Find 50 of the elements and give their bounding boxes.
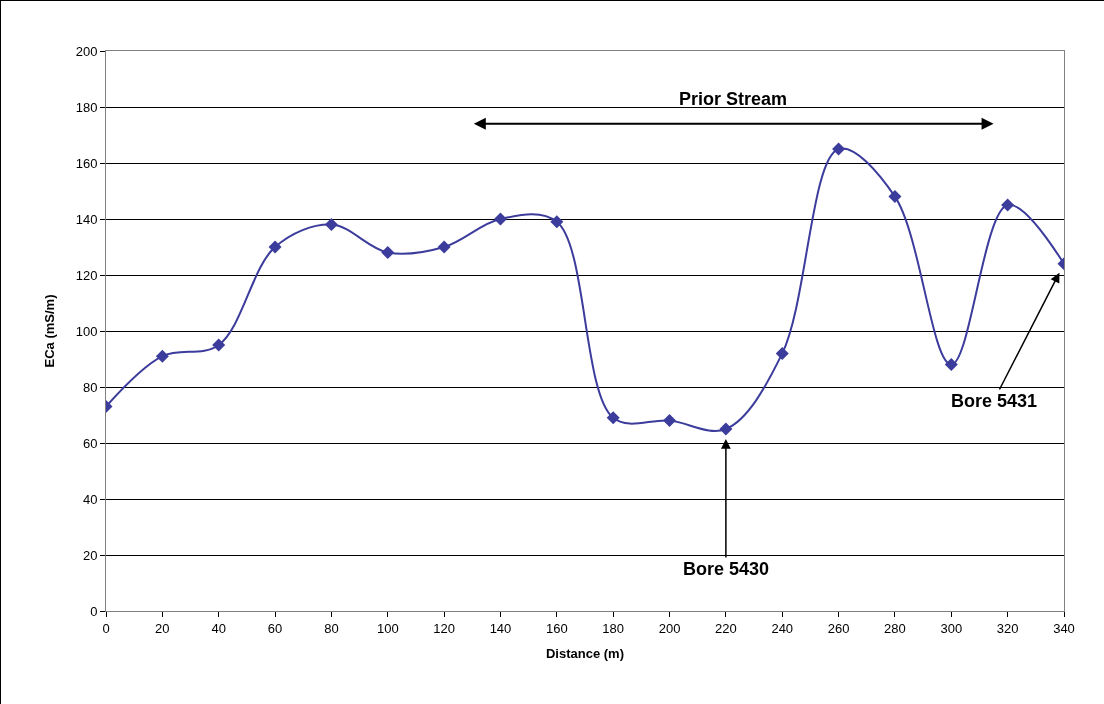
point bbox=[268, 240, 282, 254]
x-tick-label: 100 bbox=[376, 620, 399, 636]
point bbox=[888, 190, 902, 204]
x-tick-label: 20 bbox=[155, 620, 170, 636]
y-tick-label: 40 bbox=[82, 491, 98, 507]
x-tick-label: 120 bbox=[433, 620, 455, 636]
x-tick-label: 0 bbox=[102, 620, 110, 636]
y-tick-label: 180 bbox=[75, 99, 98, 115]
x-tick-label: 40 bbox=[211, 620, 226, 636]
x-tick-label: 300 bbox=[940, 620, 963, 636]
x-tick-label: 60 bbox=[267, 620, 283, 636]
y-tick-label: 20 bbox=[82, 547, 98, 563]
point bbox=[493, 212, 507, 226]
point bbox=[944, 358, 958, 372]
y-tick-label: 0 bbox=[90, 603, 98, 619]
y-axis-title: ECa (mS/m) bbox=[41, 294, 57, 368]
point bbox=[606, 411, 620, 425]
point bbox=[381, 246, 395, 260]
point bbox=[663, 414, 677, 428]
point bbox=[437, 240, 451, 254]
y-tick-label: 80 bbox=[82, 379, 98, 395]
x-tick-label: 140 bbox=[489, 620, 512, 636]
x-tick-label: 200 bbox=[658, 620, 681, 636]
point bbox=[324, 218, 338, 232]
y-tick-label: 100 bbox=[75, 323, 98, 339]
point bbox=[550, 215, 564, 229]
y-tick-label: 140 bbox=[75, 211, 98, 227]
point bbox=[155, 349, 169, 363]
x-axis-title: Distance (m) bbox=[545, 646, 625, 662]
x-tick-label: 280 bbox=[884, 620, 906, 636]
annotation: Prior Stream bbox=[679, 89, 788, 109]
point bbox=[1001, 198, 1015, 212]
y-tick-label: 200 bbox=[75, 43, 98, 59]
x-tick-label: 180 bbox=[602, 620, 625, 636]
point bbox=[775, 346, 789, 360]
x-tick-label: 320 bbox=[996, 620, 1019, 636]
point bbox=[832, 142, 846, 156]
x-tick-label: 80 bbox=[324, 620, 339, 636]
annotation: Bore 5430 bbox=[683, 559, 770, 579]
y-tick-label: 160 bbox=[75, 155, 98, 171]
x-tick-label: 260 bbox=[827, 620, 850, 636]
y-tick-label: 60 bbox=[82, 435, 98, 451]
x-tick-label: 240 bbox=[771, 620, 794, 636]
x-tick-label: 160 bbox=[545, 620, 568, 636]
point bbox=[212, 338, 226, 352]
x-tick-label: 340 bbox=[1053, 620, 1075, 636]
x-tick-label: 220 bbox=[715, 620, 737, 636]
annotation: Bore 5431 bbox=[951, 391, 1038, 411]
point bbox=[719, 422, 733, 436]
y-tick-label: 120 bbox=[75, 267, 98, 283]
